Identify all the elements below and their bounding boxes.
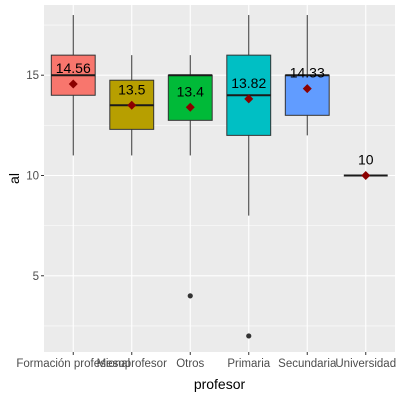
x-tick-label: Primaria <box>227 358 270 370</box>
box-group: 10 <box>343 151 388 180</box>
x-tick-label: Formación profesional <box>16 358 130 370</box>
box-body <box>284 74 330 116</box>
mean-label: 13.5 <box>118 81 145 97</box>
box-body <box>167 74 213 121</box>
outlier-point <box>187 293 193 299</box>
box-group: 14.56 <box>50 15 96 156</box>
box-group: 13.4 <box>167 55 213 299</box>
y-tick-label: 10 <box>26 170 39 182</box>
mean-marker <box>185 102 195 112</box>
x-tick-label: Otros <box>176 358 204 370</box>
box-layer: 14.56 13.5 13.4 13.82 14.33 10 <box>50 15 388 339</box>
y-axis-title: al <box>6 173 22 184</box>
y-axis-ticks: 5 10 15 <box>26 70 44 283</box>
mean-label: 10 <box>358 151 374 167</box>
box-group: 13.82 <box>226 15 272 339</box>
mean-label: 13.82 <box>231 75 266 91</box>
box-group: 13.5 <box>109 55 155 156</box>
mean-label: 14.33 <box>290 65 325 81</box>
x-axis-title: profesor <box>194 376 246 392</box>
mean-marker <box>244 94 254 104</box>
mean-marker <box>361 170 371 180</box>
x-tick-label: Mesoprofesor <box>97 358 167 370</box>
x-tick-label: Secundaria <box>278 358 337 370</box>
mean-marker <box>302 84 312 94</box>
outlier-point <box>246 333 252 339</box>
mean-label: 14.56 <box>56 60 91 76</box>
x-tick-label: Universidad <box>335 358 396 370</box>
y-tick-label: 15 <box>26 70 39 82</box>
y-tick-label: 5 <box>33 271 39 283</box>
mean-label: 13.4 <box>177 83 204 99</box>
plot-panel <box>44 5 395 352</box>
mean-marker <box>127 100 137 110</box>
box-group: 14.33 <box>284 15 330 136</box>
mean-marker <box>68 79 78 89</box>
